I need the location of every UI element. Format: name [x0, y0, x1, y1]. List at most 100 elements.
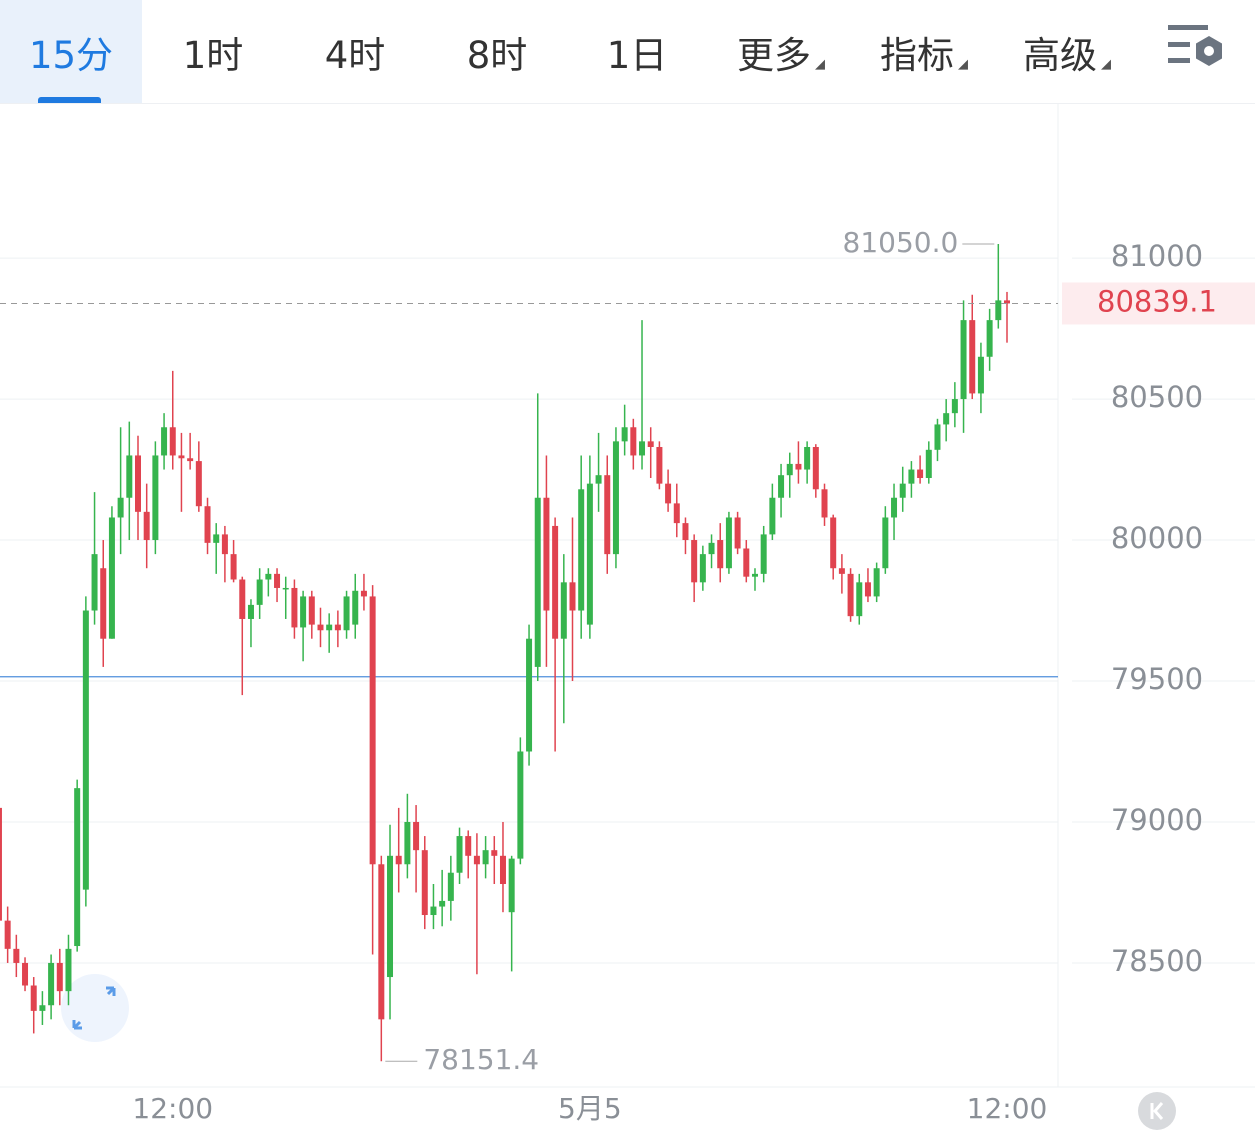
candle-body: [656, 446, 663, 484]
candle-body: [82, 610, 89, 890]
candle-body: [786, 463, 793, 476]
tab-label: 15分: [28, 33, 114, 77]
candle-body: [751, 573, 758, 577]
candle-body: [117, 497, 124, 518]
candle-body: [795, 463, 802, 470]
candle-body: [699, 554, 706, 583]
tab[interactable]: 4时: [284, 0, 426, 103]
candle-body: [682, 523, 689, 541]
candle-body: [100, 568, 107, 639]
expand-button[interactable]: [61, 974, 129, 1042]
scroll-latest-button[interactable]: [1138, 1092, 1176, 1130]
candle-body: [977, 356, 984, 394]
dropdown-indicator: ◢: [958, 57, 968, 72]
candle-body: [334, 624, 341, 631]
last-price-box: [1062, 282, 1255, 325]
candle-body: [517, 751, 524, 859]
candle-body: [508, 858, 515, 913]
candle-body: [708, 542, 715, 555]
settings-icon[interactable]: [1168, 25, 1222, 66]
candle-body: [891, 497, 898, 518]
candle-body: [621, 427, 628, 442]
candle-body: [39, 1005, 46, 1011]
candle-body: [91, 554, 98, 611]
tab[interactable]: 1时: [142, 0, 284, 103]
candle-body: [969, 320, 976, 394]
candle-body: [274, 573, 281, 588]
candle-body: [691, 540, 698, 583]
candle-body: [917, 469, 924, 479]
candle-body: [526, 638, 533, 752]
tab[interactable]: 1日: [566, 0, 708, 103]
candle-body: [491, 850, 498, 856]
y-tick-label: 79500: [1111, 662, 1203, 696]
candle-body: [265, 573, 272, 580]
y-tick-label: 80000: [1111, 521, 1203, 555]
candle-body: [943, 413, 950, 425]
candle-body: [369, 596, 376, 865]
candle-body: [22, 962, 29, 986]
candle-body: [578, 489, 585, 611]
candle-body: [30, 985, 37, 1011]
low-label: 78151.4: [423, 1043, 539, 1076]
candle-body: [439, 900, 446, 907]
tab[interactable]: 指标 ◢: [853, 0, 995, 103]
candle-body: [4, 920, 11, 949]
candle-body: [934, 424, 941, 450]
x-tick-label: 12:00: [132, 1092, 213, 1125]
dropdown-indicator: ◢: [815, 57, 825, 72]
candle-body: [204, 506, 211, 543]
candle-body: [195, 461, 202, 507]
tab-label: 更多: [737, 33, 811, 77]
candle-body: [161, 427, 168, 456]
candle-body: [187, 458, 194, 462]
tab[interactable]: 15分: [0, 0, 142, 103]
x-tick-label: 12:00: [967, 1092, 1048, 1125]
candle-body: [395, 855, 402, 865]
y-tick-label: 79000: [1111, 803, 1203, 837]
candle-body: [673, 503, 680, 524]
candle-body: [560, 582, 567, 639]
candle-body: [135, 455, 141, 512]
tab[interactable]: 高级 ◢: [996, 0, 1138, 103]
x-tick-label: 5月5: [558, 1092, 622, 1125]
tab[interactable]: 8时: [426, 0, 568, 103]
tab-label: 4时: [324, 33, 386, 77]
candle-body: [612, 441, 619, 555]
candle-body: [630, 427, 637, 456]
candle-body: [65, 948, 72, 992]
candle-body: [143, 511, 150, 541]
candle-body: [639, 441, 646, 456]
last-price-label: 80839.1: [1097, 284, 1217, 318]
candle-body: [74, 788, 81, 947]
tab-label: 1时: [182, 33, 244, 77]
candle-body: [499, 855, 506, 885]
candle-body: [760, 534, 767, 574]
candle-body: [725, 517, 732, 569]
tab[interactable]: 更多 ◢: [710, 0, 852, 103]
high-label: 81050.0: [843, 226, 959, 259]
tab-label: 8时: [466, 33, 528, 77]
candle-body: [48, 962, 55, 1006]
candle-body: [864, 582, 871, 597]
candle-body: [856, 582, 863, 617]
candle-body: [821, 489, 828, 518]
candle-body: [847, 573, 854, 617]
candle-body: [317, 624, 324, 631]
candle-body: [925, 449, 932, 479]
y-tick-label: 80500: [1111, 380, 1203, 414]
candle-body: [421, 850, 428, 916]
y-tick-label: 78500: [1111, 944, 1203, 978]
candle-body: [899, 483, 906, 498]
candle-body: [473, 855, 480, 865]
candle-body: [586, 483, 593, 625]
candle-body: [413, 821, 420, 851]
candle-body: [534, 497, 541, 667]
candle-body: [108, 517, 115, 639]
candle-body: [873, 568, 880, 597]
tab-label: 1日: [606, 33, 668, 77]
candle-body: [960, 320, 967, 400]
candle-body: [1004, 300, 1010, 304]
